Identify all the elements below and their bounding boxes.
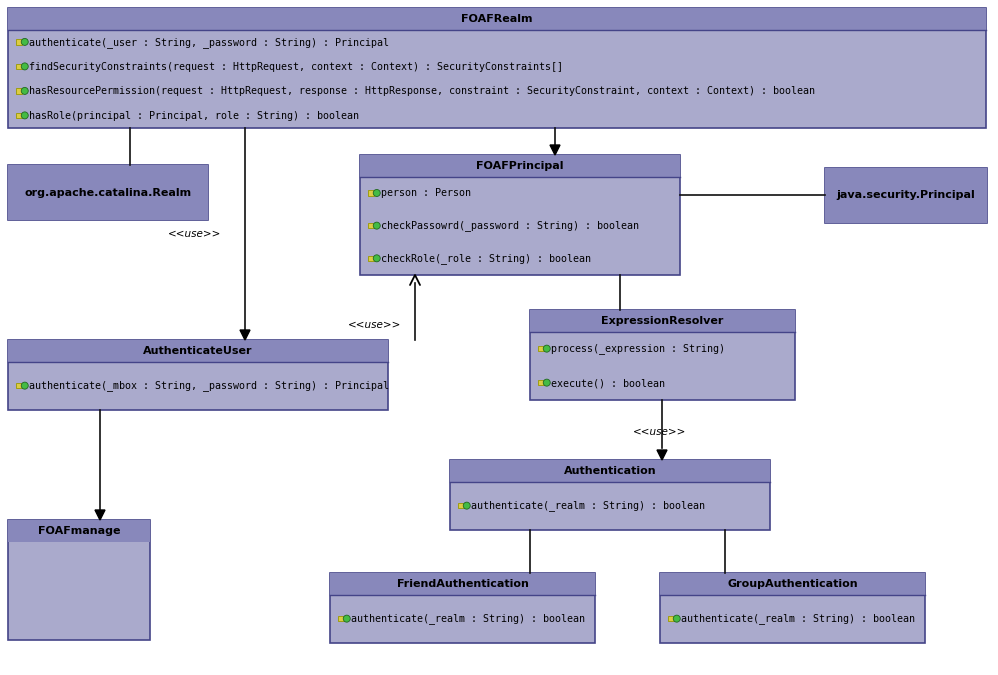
Bar	[360, 155, 680, 275]
Bar	[8, 520, 150, 542]
Text: org.apache.catalina.Realm: org.apache.catalina.Realm	[24, 188, 192, 198]
Bar	[8, 8, 986, 30]
Circle shape	[543, 379, 550, 386]
Text: findSecurityConstraints(request : HttpRequest, context : Context) : SecurityCons: findSecurityConstraints(request : HttpRe…	[29, 61, 563, 72]
Polygon shape	[95, 510, 105, 520]
Circle shape	[21, 112, 28, 119]
Bar	[16, 113, 22, 118]
Circle shape	[21, 87, 28, 95]
Bar	[538, 346, 544, 352]
Bar	[16, 88, 22, 94]
Bar	[368, 190, 373, 196]
Text: person : Person: person : Person	[380, 188, 471, 198]
Bar	[16, 39, 22, 45]
Text: checkRole(_role : String) : boolean: checkRole(_role : String) : boolean	[380, 253, 591, 264]
Bar	[530, 310, 795, 400]
Text: process(_expression : String): process(_expression : String)	[551, 344, 725, 354]
Text: FOAFPrincipal: FOAFPrincipal	[476, 161, 564, 171]
Text: <<use>>: <<use>>	[634, 427, 687, 437]
Bar	[668, 616, 674, 622]
Circle shape	[373, 190, 380, 196]
Circle shape	[21, 63, 28, 70]
Text: checkPassowrd(_password : String) : boolean: checkPassowrd(_password : String) : bool…	[380, 221, 639, 232]
Bar	[450, 460, 770, 530]
Text: authenticate(_realm : String) : boolean: authenticate(_realm : String) : boolean	[471, 501, 705, 512]
Bar	[458, 503, 464, 508]
Bar	[338, 616, 343, 622]
Text: authenticate(_realm : String) : boolean: authenticate(_realm : String) : boolean	[350, 614, 585, 624]
Text: AuthenticateUser: AuthenticateUser	[144, 346, 252, 356]
Bar	[8, 165, 208, 220]
Bar	[8, 165, 208, 220]
Bar	[330, 573, 595, 595]
Circle shape	[343, 615, 350, 622]
Polygon shape	[240, 330, 250, 340]
Bar	[8, 340, 388, 362]
Circle shape	[373, 255, 380, 262]
Bar	[8, 340, 388, 410]
Circle shape	[543, 345, 550, 352]
Bar	[8, 8, 986, 128]
Text: authenticate(_realm : String) : boolean: authenticate(_realm : String) : boolean	[681, 614, 914, 624]
Bar	[660, 573, 925, 595]
Bar	[16, 63, 22, 70]
Circle shape	[674, 615, 681, 622]
Bar	[16, 383, 22, 388]
Bar	[8, 520, 150, 640]
Text: hasRole(principal : Principal, role : String) : boolean: hasRole(principal : Principal, role : St…	[29, 111, 358, 121]
Bar	[538, 380, 544, 385]
Polygon shape	[550, 145, 560, 155]
Bar	[368, 256, 373, 261]
Text: authenticate(_mbox : String, _password : String) : Principal: authenticate(_mbox : String, _password :…	[29, 381, 388, 392]
Text: FOAFRealm: FOAFRealm	[461, 14, 533, 24]
Circle shape	[373, 222, 380, 229]
Bar	[330, 573, 595, 643]
Text: java.security.Principal: java.security.Principal	[836, 190, 975, 200]
Text: FOAFmanage: FOAFmanage	[38, 526, 120, 536]
Bar	[530, 310, 795, 332]
Polygon shape	[657, 450, 667, 460]
Text: <<use>>: <<use>>	[169, 229, 222, 239]
Bar	[360, 155, 680, 177]
Bar	[660, 573, 925, 643]
Text: GroupAuthentication: GroupAuthentication	[728, 579, 858, 589]
Text: <<use>>: <<use>>	[348, 320, 401, 330]
Text: authenticate(_user : String, _password : String) : Principal: authenticate(_user : String, _password :…	[29, 37, 388, 48]
Bar	[368, 223, 373, 228]
Text: Authentication: Authentication	[564, 466, 657, 476]
Bar	[450, 460, 770, 482]
Text: execute() : boolean: execute() : boolean	[551, 378, 665, 388]
Text: hasResourcePermission(request : HttpRequest, response : HttpResponse, constraint: hasResourcePermission(request : HttpRequ…	[29, 86, 814, 97]
Circle shape	[21, 382, 28, 389]
Text: FriendAuthentication: FriendAuthentication	[396, 579, 528, 589]
Bar	[825, 168, 987, 223]
Circle shape	[463, 502, 470, 509]
Bar	[825, 168, 987, 223]
Text: ExpressionResolver: ExpressionResolver	[602, 316, 724, 326]
Circle shape	[21, 38, 28, 45]
